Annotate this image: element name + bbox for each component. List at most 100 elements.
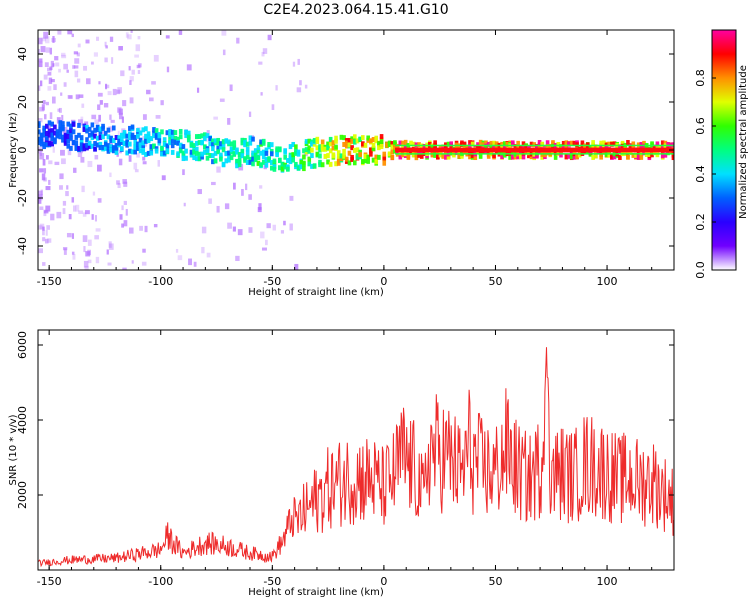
signal-cell <box>371 137 376 143</box>
noise-blob <box>107 262 112 266</box>
signal-cell <box>103 130 108 136</box>
signal-cell <box>318 153 322 159</box>
signal-cell <box>197 151 202 157</box>
signal-cell <box>197 156 202 162</box>
signal-cell <box>245 146 250 152</box>
noise-blob <box>56 211 62 219</box>
noise-blob <box>54 161 60 166</box>
noise-blob <box>42 229 45 236</box>
noise-blob <box>153 223 158 228</box>
signal-cell <box>551 140 555 146</box>
noise-blob <box>38 225 43 230</box>
signal-cell <box>636 149 641 155</box>
noise-blob <box>76 52 80 57</box>
noise-blob <box>38 37 43 45</box>
signal-cell <box>545 150 550 156</box>
signal-cell <box>310 153 314 159</box>
signal-cell <box>556 141 561 147</box>
signal-cell <box>208 136 212 142</box>
signal-cell <box>652 150 657 156</box>
noise-blob <box>229 84 233 92</box>
noise-blob <box>271 104 275 110</box>
noise-blob <box>123 200 127 205</box>
signal-cell <box>401 152 405 158</box>
noise-blob <box>258 203 262 210</box>
noise-blob <box>38 197 42 204</box>
signal-cell <box>406 154 411 160</box>
signal-cell <box>339 156 344 162</box>
signal-cell <box>232 144 237 150</box>
noise-blob <box>151 81 156 85</box>
signal-cell <box>403 139 408 145</box>
signal-cell <box>38 129 41 135</box>
colorbar-tick-label: 0.4 <box>694 165 707 183</box>
noise-blob <box>93 52 98 57</box>
signal-cell <box>243 140 247 146</box>
signal-cell <box>98 141 103 147</box>
noise-blob <box>38 118 43 123</box>
noise-blob <box>76 78 81 83</box>
signal-cell <box>382 160 387 166</box>
signal-cell <box>358 152 362 158</box>
signal-cell <box>363 142 368 148</box>
signal-cell <box>374 135 379 141</box>
colorbar-label: Normalized spectral amplitude <box>738 65 749 219</box>
signal-cell <box>69 127 73 133</box>
signal-cell <box>331 145 336 151</box>
noise-blob <box>42 262 46 266</box>
noise-blob <box>59 173 64 180</box>
noise-blob <box>55 62 60 67</box>
signal-cell <box>476 144 480 150</box>
noise-blob <box>283 220 286 226</box>
noise-blob <box>99 100 103 105</box>
signal-cell <box>117 140 121 146</box>
signal-cell <box>224 138 229 144</box>
signal-cell <box>194 140 199 146</box>
signal-cell <box>106 146 111 152</box>
signal-cell <box>130 124 135 130</box>
signal-cell <box>82 126 87 132</box>
signal-cell <box>211 146 215 152</box>
signal-cell <box>438 152 443 158</box>
signal-cell <box>144 133 148 139</box>
signal-cell <box>248 156 253 162</box>
signal-cell <box>98 134 103 140</box>
signal-cell <box>184 155 188 161</box>
noise-blob <box>248 194 252 200</box>
noise-blob <box>232 226 236 232</box>
signal-cell <box>256 155 261 161</box>
noise-blob <box>275 85 278 91</box>
signal-cell <box>240 137 245 143</box>
signal-cell <box>61 126 65 132</box>
signal-cell <box>411 152 416 158</box>
signal-cell <box>286 158 290 164</box>
noise-blob <box>39 223 45 230</box>
signal-cell <box>500 154 504 160</box>
signal-cell <box>125 139 129 145</box>
signal-cell <box>594 153 598 159</box>
signal-cell <box>157 135 162 141</box>
signal-cell <box>663 152 668 158</box>
signal-cell <box>588 145 593 151</box>
signal-cell <box>69 135 73 141</box>
signal-cell <box>170 149 175 155</box>
signal-cell <box>559 152 563 158</box>
signal-cell <box>117 135 121 141</box>
signal-cell <box>186 130 191 136</box>
signal-cell <box>564 140 569 146</box>
noise-blob <box>91 214 94 220</box>
signal-cell <box>50 121 54 127</box>
signal-cell <box>216 140 221 146</box>
signal-cell <box>527 153 531 159</box>
signal-cell <box>58 124 63 130</box>
signal-cell <box>221 139 226 145</box>
signal-cell <box>347 142 352 148</box>
noise-blob <box>109 141 113 148</box>
signal-cell <box>50 136 54 142</box>
signal-cell <box>79 139 84 145</box>
signal-cell <box>243 156 247 162</box>
noise-blob <box>49 66 53 70</box>
signal-cell <box>125 142 129 148</box>
noise-blob <box>108 126 114 132</box>
noise-blob <box>61 52 66 57</box>
